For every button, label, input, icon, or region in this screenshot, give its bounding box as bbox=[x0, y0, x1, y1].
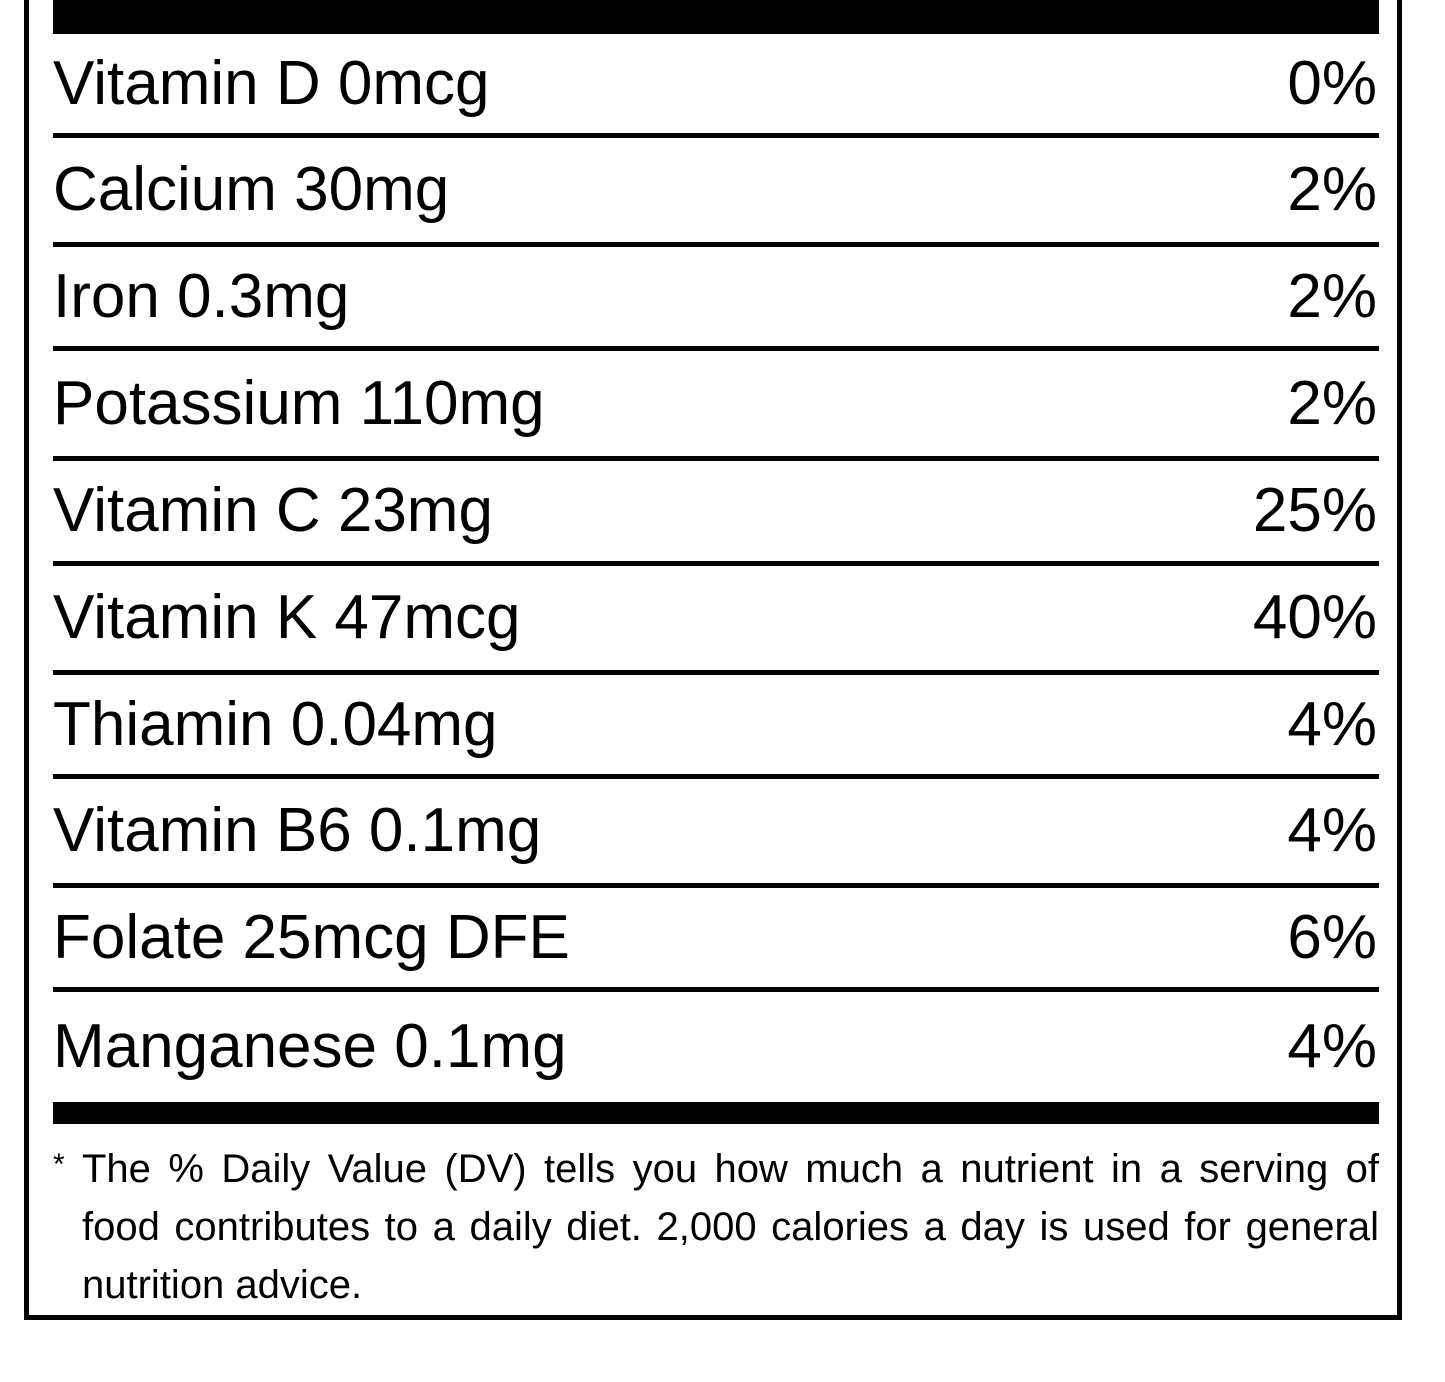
daily-value-footnote: * The % Daily Value (DV) tells you how m… bbox=[53, 1140, 1379, 1314]
nutrient-row-vitamin-k: Vitamin K 47mcg 40% bbox=[53, 566, 1379, 675]
nutrient-daily-value: 0% bbox=[1287, 48, 1377, 118]
nutrient-row-vitamin-b6: Vitamin B6 0.1mg 4% bbox=[53, 779, 1379, 888]
nutrient-row-iron: Iron 0.3mg 2% bbox=[53, 247, 1379, 351]
nutrient-name: Thiamin 0.04mg bbox=[53, 689, 498, 759]
nutrient-name: Vitamin C 23mg bbox=[53, 476, 493, 545]
nutrient-row-vitamin-d: Vitamin D 0mcg 0% bbox=[53, 34, 1379, 138]
nutrient-daily-value: 2% bbox=[1287, 155, 1377, 224]
nutrient-name: Vitamin B6 0.1mg bbox=[53, 796, 542, 865]
nutrient-name: Folate 25mcg DFE bbox=[53, 902, 570, 972]
top-thick-divider bbox=[53, 0, 1379, 34]
nutrient-row-folate: Folate 25mcg DFE 6% bbox=[53, 888, 1379, 992]
nutrient-daily-value: 40% bbox=[1252, 583, 1377, 652]
nutrient-daily-value: 25% bbox=[1252, 476, 1377, 545]
nutrient-row-calcium: Calcium 30mg 2% bbox=[53, 138, 1379, 247]
nutrient-name: Potassium 110mg bbox=[53, 368, 545, 438]
nutrient-daily-value: 4% bbox=[1287, 689, 1377, 759]
nutrient-daily-value: 2% bbox=[1287, 261, 1377, 331]
nutrient-daily-value: 6% bbox=[1287, 902, 1377, 972]
nutrient-row-thiamin: Thiamin 0.04mg 4% bbox=[53, 675, 1379, 779]
nutrient-daily-value: 2% bbox=[1287, 368, 1377, 438]
nutrient-row-manganese: Manganese 0.1mg 4% bbox=[53, 992, 1379, 1102]
nutrient-daily-value: 4% bbox=[1287, 796, 1377, 865]
nutrient-row-vitamin-c: Vitamin C 23mg 25% bbox=[53, 461, 1379, 566]
nutrient-row-potassium: Potassium 110mg 2% bbox=[53, 351, 1379, 461]
nutrient-name: Vitamin K 47mcg bbox=[53, 583, 521, 652]
nutrient-name: Manganese 0.1mg bbox=[53, 1012, 567, 1081]
nutrient-name: Iron 0.3mg bbox=[53, 261, 350, 331]
nutrient-name: Calcium 30mg bbox=[53, 155, 450, 224]
bottom-thick-divider bbox=[53, 1102, 1379, 1124]
footnote-text: The % Daily Value (DV) tells you how muc… bbox=[82, 1147, 1379, 1307]
nutrient-name: Vitamin D 0mcg bbox=[53, 48, 490, 118]
footnote-marker: * bbox=[53, 1148, 65, 1181]
nutrient-daily-value: 4% bbox=[1287, 1012, 1377, 1081]
nutrition-label bbox=[24, 0, 1402, 1320]
